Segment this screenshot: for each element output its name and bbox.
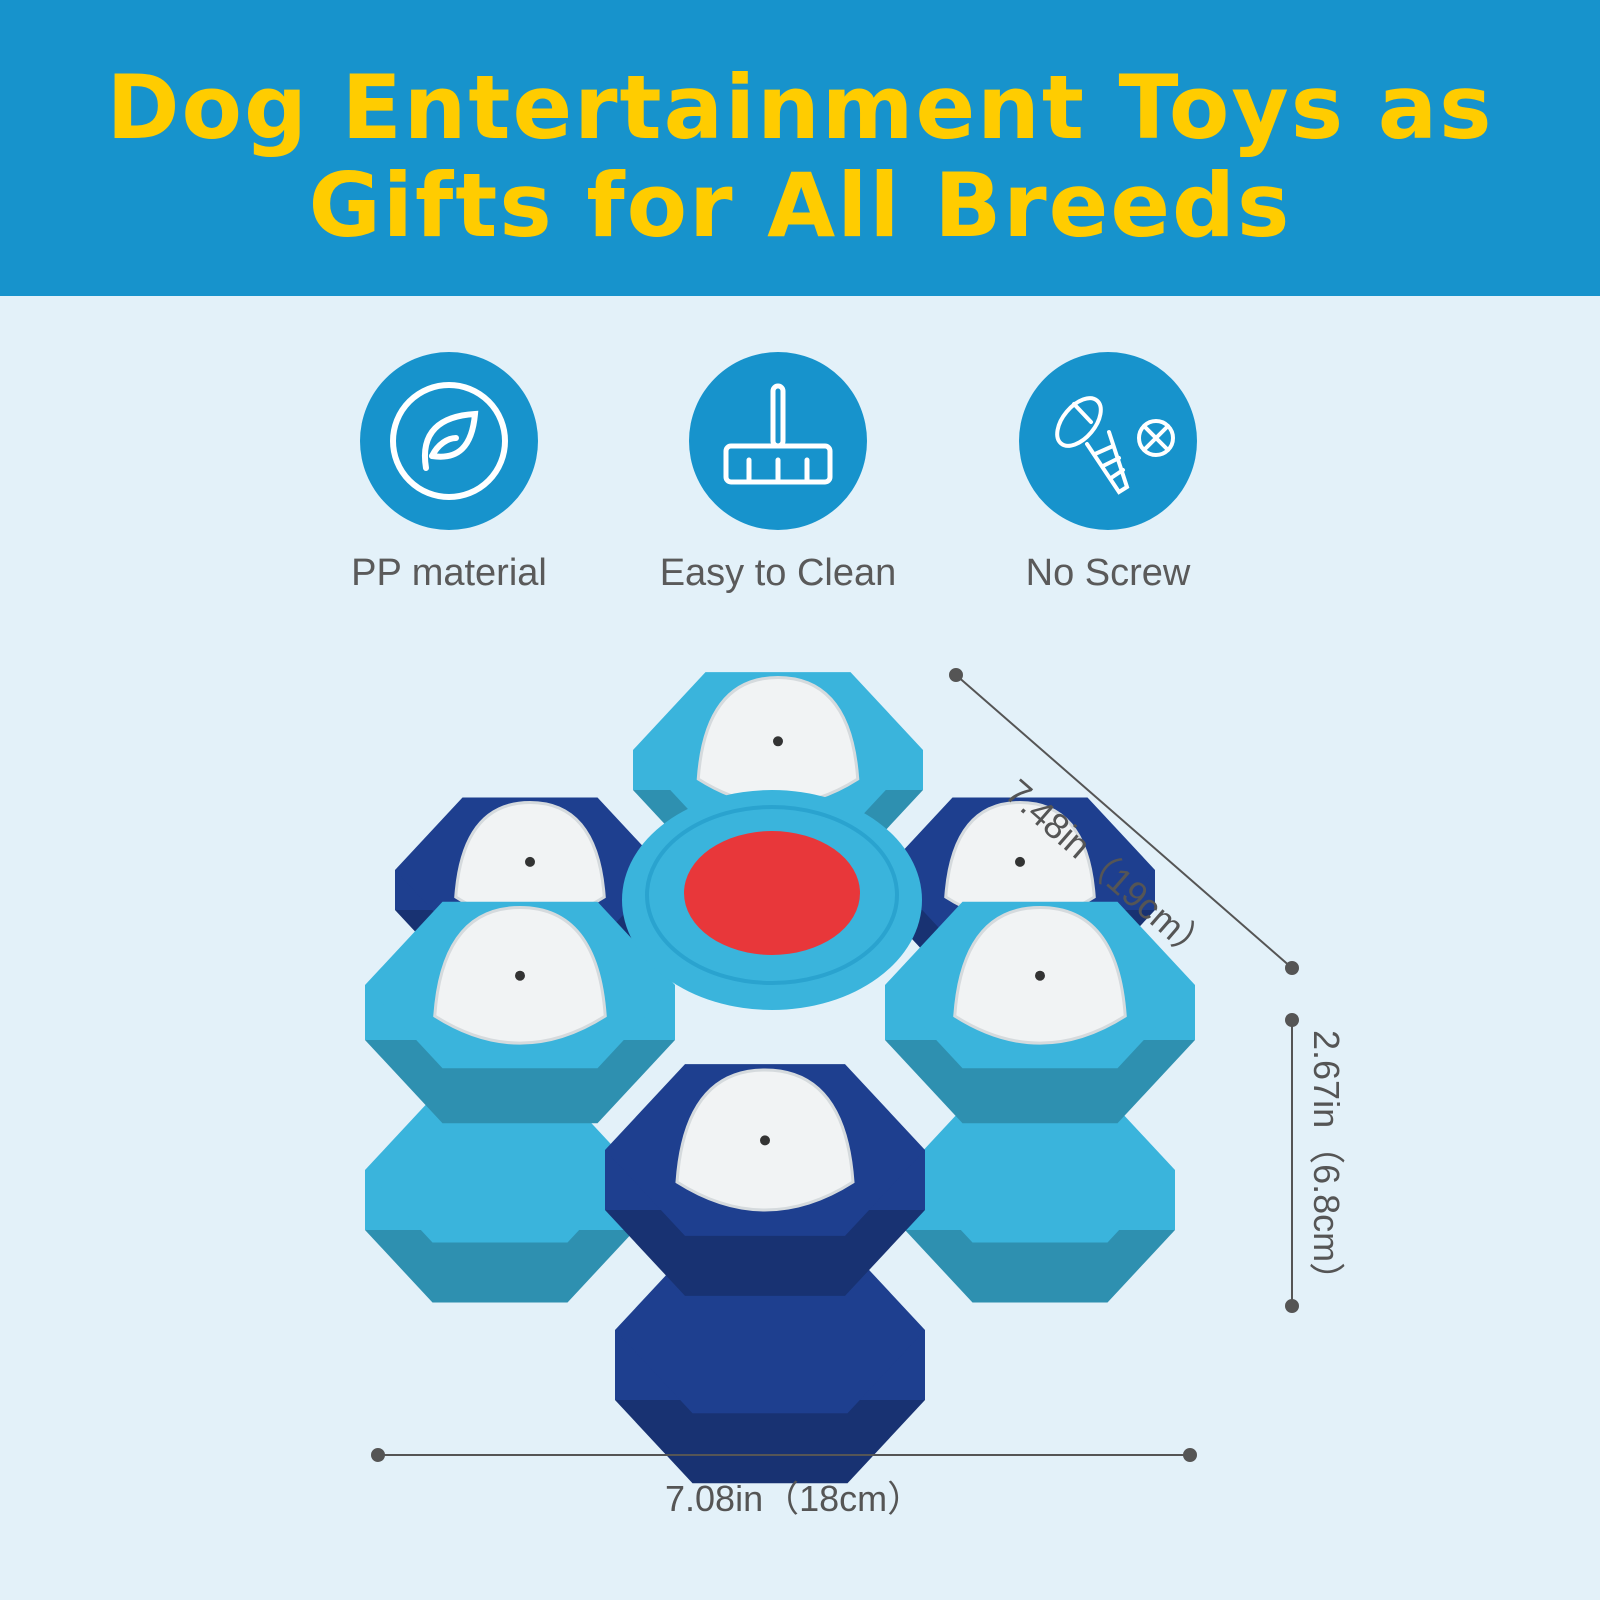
toy-lid-hole [760, 1135, 770, 1146]
feature-pp-material: PP material [299, 352, 599, 595]
height-label: 2.67in（6.8cm） [1306, 1030, 1347, 1299]
title-line-2: Gifts for All Breeds [308, 154, 1292, 257]
toy-lid-hole [1015, 856, 1025, 867]
leaf-icon [360, 352, 538, 530]
feature-label: PP material [351, 552, 547, 594]
screw-crossed-icon [1019, 352, 1197, 530]
dimension-lines [371, 668, 1299, 1462]
toy-pod-top [905, 1097, 1175, 1243]
feature-no-screw: No Screw [958, 352, 1258, 595]
feature-easy-to-clean: Easy to Clean [628, 352, 928, 595]
length-line [955, 674, 1293, 969]
toy-lid-hole [525, 856, 535, 867]
toy-lid-hole [1035, 970, 1045, 981]
puzzle-toy [365, 672, 1195, 1484]
toy-lid-hole [515, 970, 525, 981]
feature-label: Easy to Clean [659, 552, 897, 594]
toy-lid-hole [773, 736, 783, 747]
toy-red-button [684, 831, 860, 955]
title-line-1: Dog Entertainment Toys as [106, 56, 1494, 159]
feature-label: No Screw [1025, 552, 1191, 594]
header-banner: Dog Entertainment Toys as Gifts for All … [0, 0, 1600, 296]
width-label: 7.08in（18cm） [665, 1478, 924, 1519]
toy-center-ring [645, 805, 899, 985]
toy-pod-top [365, 1097, 635, 1243]
broom-icon [689, 352, 867, 530]
